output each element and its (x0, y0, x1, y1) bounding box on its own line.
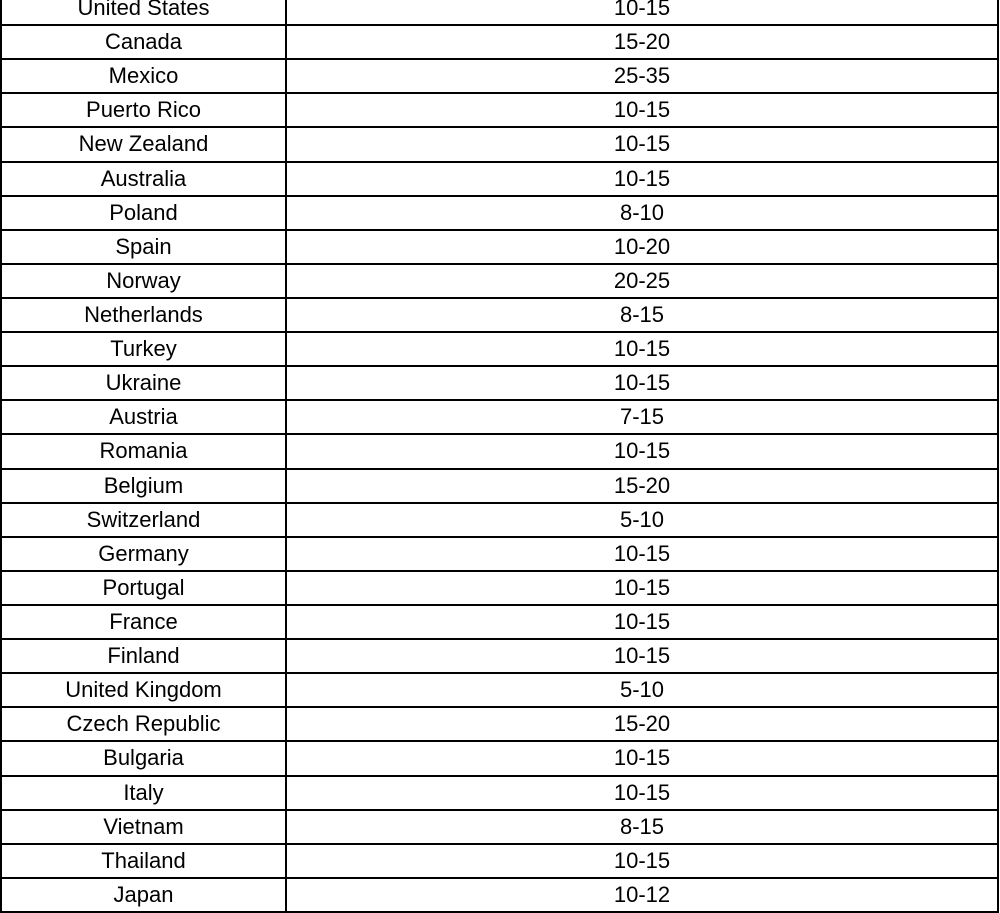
country-cell: Czech Republic (2, 708, 287, 741)
range-cell: 10-15 (613, 745, 671, 771)
range-cell: 8-10 (619, 199, 665, 225)
table-row: Norway 20-25 (2, 264, 997, 299)
country-cell: Mexico (2, 60, 287, 93)
table-row: Turkey 10-15 (2, 333, 997, 368)
table-row: Canada 15-20 (2, 26, 997, 61)
table-row: United Kingdom 5-10 (2, 674, 997, 709)
range-cell: 15-20 (613, 472, 671, 498)
table-row: Japan 10-12 (2, 878, 997, 913)
table-row: Mexico 25-35 (2, 60, 997, 95)
table-row: Switzerland 5-10 (2, 503, 997, 538)
range-cell: 8-15 (619, 301, 665, 327)
country-cell: Poland (2, 196, 287, 229)
range-cell: 10-15 (613, 97, 671, 123)
country-cell: Netherlands (2, 298, 287, 332)
table-row: Thailand 10-15 (2, 844, 997, 879)
country-cell: Japan (2, 878, 287, 911)
range-cell: 10-15 (613, 540, 671, 566)
country-cell: United States (2, 0, 287, 25)
table-row: Italy 10-15 (2, 776, 997, 811)
country-cell: Thailand (2, 844, 287, 877)
country-cell: Belgium (2, 469, 287, 502)
country-cell: Spain (2, 230, 287, 263)
country-cell: Norway (2, 264, 287, 297)
table-row: Spain 10-20 (2, 230, 997, 265)
range-cell: 10-15 (613, 574, 671, 600)
range-cell: 15-20 (613, 29, 671, 55)
table-row: Romania 10-15 (2, 435, 997, 470)
table-row: Austria 7-15 (2, 401, 997, 436)
country-cell: Switzerland (2, 503, 287, 536)
table-row: Portugal 10-15 (2, 571, 997, 606)
table-row: Ukraine 10-15 (2, 367, 997, 402)
range-cell: 10-15 (613, 336, 671, 362)
table-row: Finland 10-15 (2, 640, 997, 675)
range-cell: 20-25 (613, 267, 671, 293)
country-cell: Ukraine (2, 367, 287, 400)
table-row: New Zealand 10-15 (2, 128, 997, 163)
range-cell: 10-15 (613, 0, 671, 20)
country-cell: Canada (2, 26, 287, 59)
country-cell: New Zealand (2, 128, 287, 161)
range-cell: 5-10 (619, 506, 665, 532)
table-row: Puerto Rico 10-15 (2, 94, 997, 129)
range-cell: 25-35 (613, 63, 671, 89)
table-row: Bulgaria 10-15 (2, 742, 997, 777)
country-cell: Italy (2, 776, 287, 809)
range-cell: 10-15 (613, 779, 671, 805)
table-row: Vietnam 8-15 (2, 810, 997, 845)
range-cell: 15-20 (613, 711, 671, 737)
table-row: Netherlands 8-15 (2, 298, 997, 334)
table-row: Australia 10-15 (2, 162, 997, 197)
country-cell: Turkey (2, 333, 287, 366)
country-cell: Vietnam (2, 810, 287, 843)
country-cell: Romania (2, 435, 287, 468)
range-cell: 10-15 (613, 608, 671, 634)
table-row: United States 10-15 (2, 0, 997, 27)
country-cell: Austria (2, 401, 287, 434)
country-cell: Portugal (2, 571, 287, 604)
range-cell: 10-20 (613, 233, 671, 259)
country-cell: Bulgaria (2, 742, 287, 775)
range-cell: 8-15 (619, 813, 665, 839)
range-cell: 10-15 (613, 131, 671, 157)
range-cell: 5-10 (619, 677, 665, 703)
country-cell: Germany (2, 537, 287, 570)
table-row: France 10-15 (2, 605, 997, 641)
table-row: Belgium 15-20 (2, 469, 997, 504)
range-cell: 10-15 (613, 643, 671, 669)
country-cell: France (2, 605, 287, 639)
range-cell: 10-15 (613, 847, 671, 873)
table-row: Germany 10-15 (2, 537, 997, 572)
country-cell: Finland (2, 640, 287, 673)
table-row: Czech Republic 15-20 (2, 708, 997, 743)
range-cell: 10-15 (613, 165, 671, 191)
range-cell: 10-12 (613, 881, 671, 907)
country-cell: Puerto Rico (2, 94, 287, 127)
range-cell: 10-15 (613, 370, 671, 396)
country-cell: Australia (2, 162, 287, 195)
range-cell: 7-15 (619, 404, 665, 430)
country-cell: United Kingdom (2, 674, 287, 707)
range-cell: 10-15 (613, 438, 671, 464)
table-row: Poland 8-10 (2, 196, 997, 231)
